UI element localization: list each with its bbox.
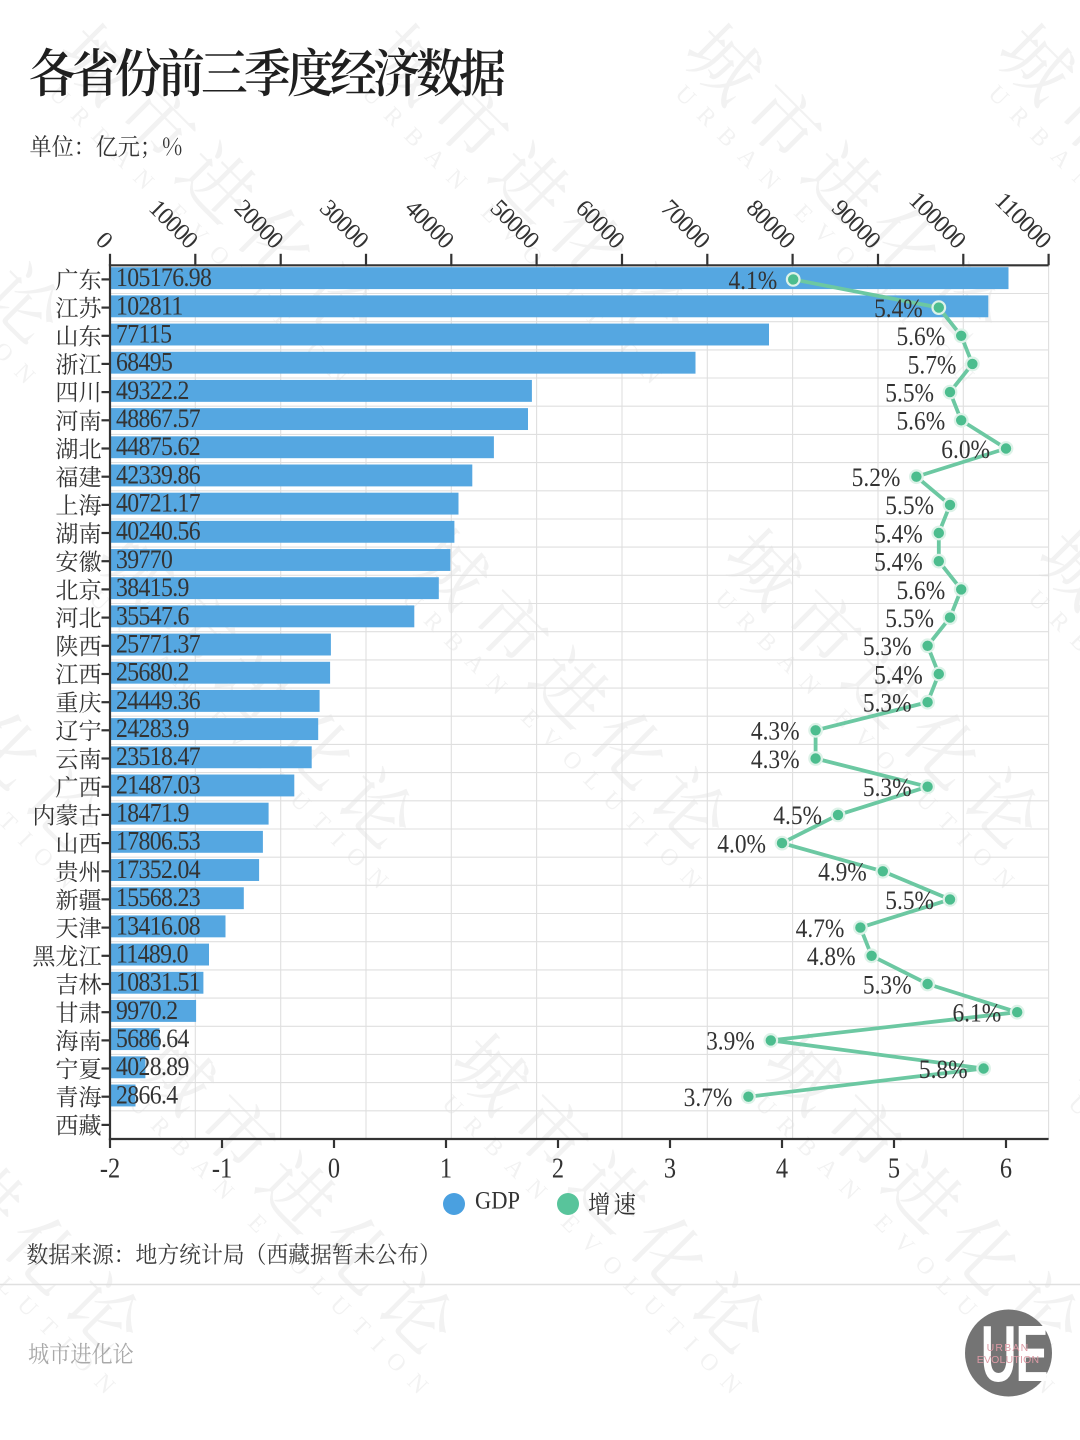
svg-text:5.3%: 5.3% xyxy=(863,689,912,717)
svg-text:5.4%: 5.4% xyxy=(874,661,923,689)
svg-text:UE: UE xyxy=(981,1310,1047,1399)
svg-text:4.3%: 4.3% xyxy=(751,746,800,774)
svg-text:23518.47: 23518.47 xyxy=(116,743,200,771)
svg-text:24283.9: 24283.9 xyxy=(116,715,189,743)
svg-text:5.3%: 5.3% xyxy=(863,971,912,999)
svg-text:5.4%: 5.4% xyxy=(874,549,923,577)
svg-text:3.9%: 3.9% xyxy=(706,1028,755,1056)
svg-text:5.7%: 5.7% xyxy=(908,351,957,379)
svg-text:5.6%: 5.6% xyxy=(896,408,945,436)
svg-text:EVOLUTION: EVOLUTION xyxy=(977,1354,1039,1366)
svg-text:0: 0 xyxy=(328,1153,340,1184)
svg-text:5.4%: 5.4% xyxy=(874,295,923,323)
svg-text:25680.2: 25680.2 xyxy=(116,659,189,687)
svg-text:9970.2: 9970.2 xyxy=(116,997,178,1025)
svg-text:11489.0: 11489.0 xyxy=(116,940,188,968)
svg-text:URBAN: URBAN xyxy=(987,1342,1030,1354)
svg-text:21487.03: 21487.03 xyxy=(116,771,200,799)
svg-text:49322.2: 49322.2 xyxy=(116,377,189,405)
svg-text:44875.62: 44875.62 xyxy=(116,433,200,461)
svg-text:2: 2 xyxy=(552,1153,564,1184)
svg-text:105176.98: 105176.98 xyxy=(116,264,211,292)
svg-text:4.0%: 4.0% xyxy=(717,830,766,858)
svg-text:38415.9: 38415.9 xyxy=(116,574,189,602)
svg-text:4: 4 xyxy=(776,1153,788,1184)
svg-text:6.0%: 6.0% xyxy=(941,436,990,464)
svg-text:3.7%: 3.7% xyxy=(684,1084,733,1112)
svg-text:15568.23: 15568.23 xyxy=(116,884,200,912)
svg-text:5.3%: 5.3% xyxy=(863,633,912,661)
svg-text:GDP: GDP xyxy=(475,1187,520,1214)
svg-text:4.1%: 4.1% xyxy=(728,267,777,295)
svg-text:17806.53: 17806.53 xyxy=(116,828,200,856)
svg-text:4.8%: 4.8% xyxy=(807,943,856,971)
svg-text:5.5%: 5.5% xyxy=(885,379,934,407)
svg-text:10831.51: 10831.51 xyxy=(116,969,200,997)
svg-text:5.5%: 5.5% xyxy=(885,887,934,915)
svg-text:-1: -1 xyxy=(212,1153,232,1184)
svg-text:13416.08: 13416.08 xyxy=(116,912,200,940)
svg-text:5.6%: 5.6% xyxy=(896,323,945,351)
svg-text:5686.64: 5686.64 xyxy=(116,1025,190,1053)
svg-text:-2: -2 xyxy=(100,1153,120,1184)
svg-text:4.7%: 4.7% xyxy=(796,915,845,943)
svg-text:48867.57: 48867.57 xyxy=(116,405,200,433)
svg-text:18471.9: 18471.9 xyxy=(116,800,189,828)
svg-text:17352.04: 17352.04 xyxy=(116,856,201,884)
svg-text:2866.4: 2866.4 xyxy=(116,1081,179,1109)
svg-text:35547.6: 35547.6 xyxy=(116,602,189,630)
svg-text:4.5%: 4.5% xyxy=(773,802,822,830)
svg-text:1: 1 xyxy=(440,1153,452,1184)
svg-text:42339.86: 42339.86 xyxy=(116,461,200,489)
svg-text:5.2%: 5.2% xyxy=(852,464,901,492)
svg-text:5.3%: 5.3% xyxy=(863,774,912,802)
svg-text:4028.89: 4028.89 xyxy=(116,1053,189,1081)
svg-text:39770: 39770 xyxy=(116,546,172,574)
svg-text:5.5%: 5.5% xyxy=(885,605,934,633)
svg-text:4.9%: 4.9% xyxy=(818,859,867,887)
svg-text:102811: 102811 xyxy=(116,292,183,320)
svg-text:6: 6 xyxy=(1000,1153,1012,1184)
svg-text:77115: 77115 xyxy=(116,320,171,348)
svg-text:3: 3 xyxy=(664,1153,676,1184)
svg-text:5.5%: 5.5% xyxy=(885,492,934,520)
svg-text:40721.17: 40721.17 xyxy=(116,489,200,517)
svg-text:6.1%: 6.1% xyxy=(952,999,1001,1027)
svg-text:40240.56: 40240.56 xyxy=(116,518,200,546)
svg-text:4.3%: 4.3% xyxy=(751,718,800,746)
svg-text:25771.37: 25771.37 xyxy=(116,630,200,658)
svg-text:5.6%: 5.6% xyxy=(896,577,945,605)
svg-text:5.4%: 5.4% xyxy=(874,520,923,548)
svg-text:5: 5 xyxy=(888,1153,900,1184)
svg-text:68495: 68495 xyxy=(116,349,172,377)
svg-text:24449.36: 24449.36 xyxy=(116,687,200,715)
svg-text:5.8%: 5.8% xyxy=(919,1056,968,1084)
